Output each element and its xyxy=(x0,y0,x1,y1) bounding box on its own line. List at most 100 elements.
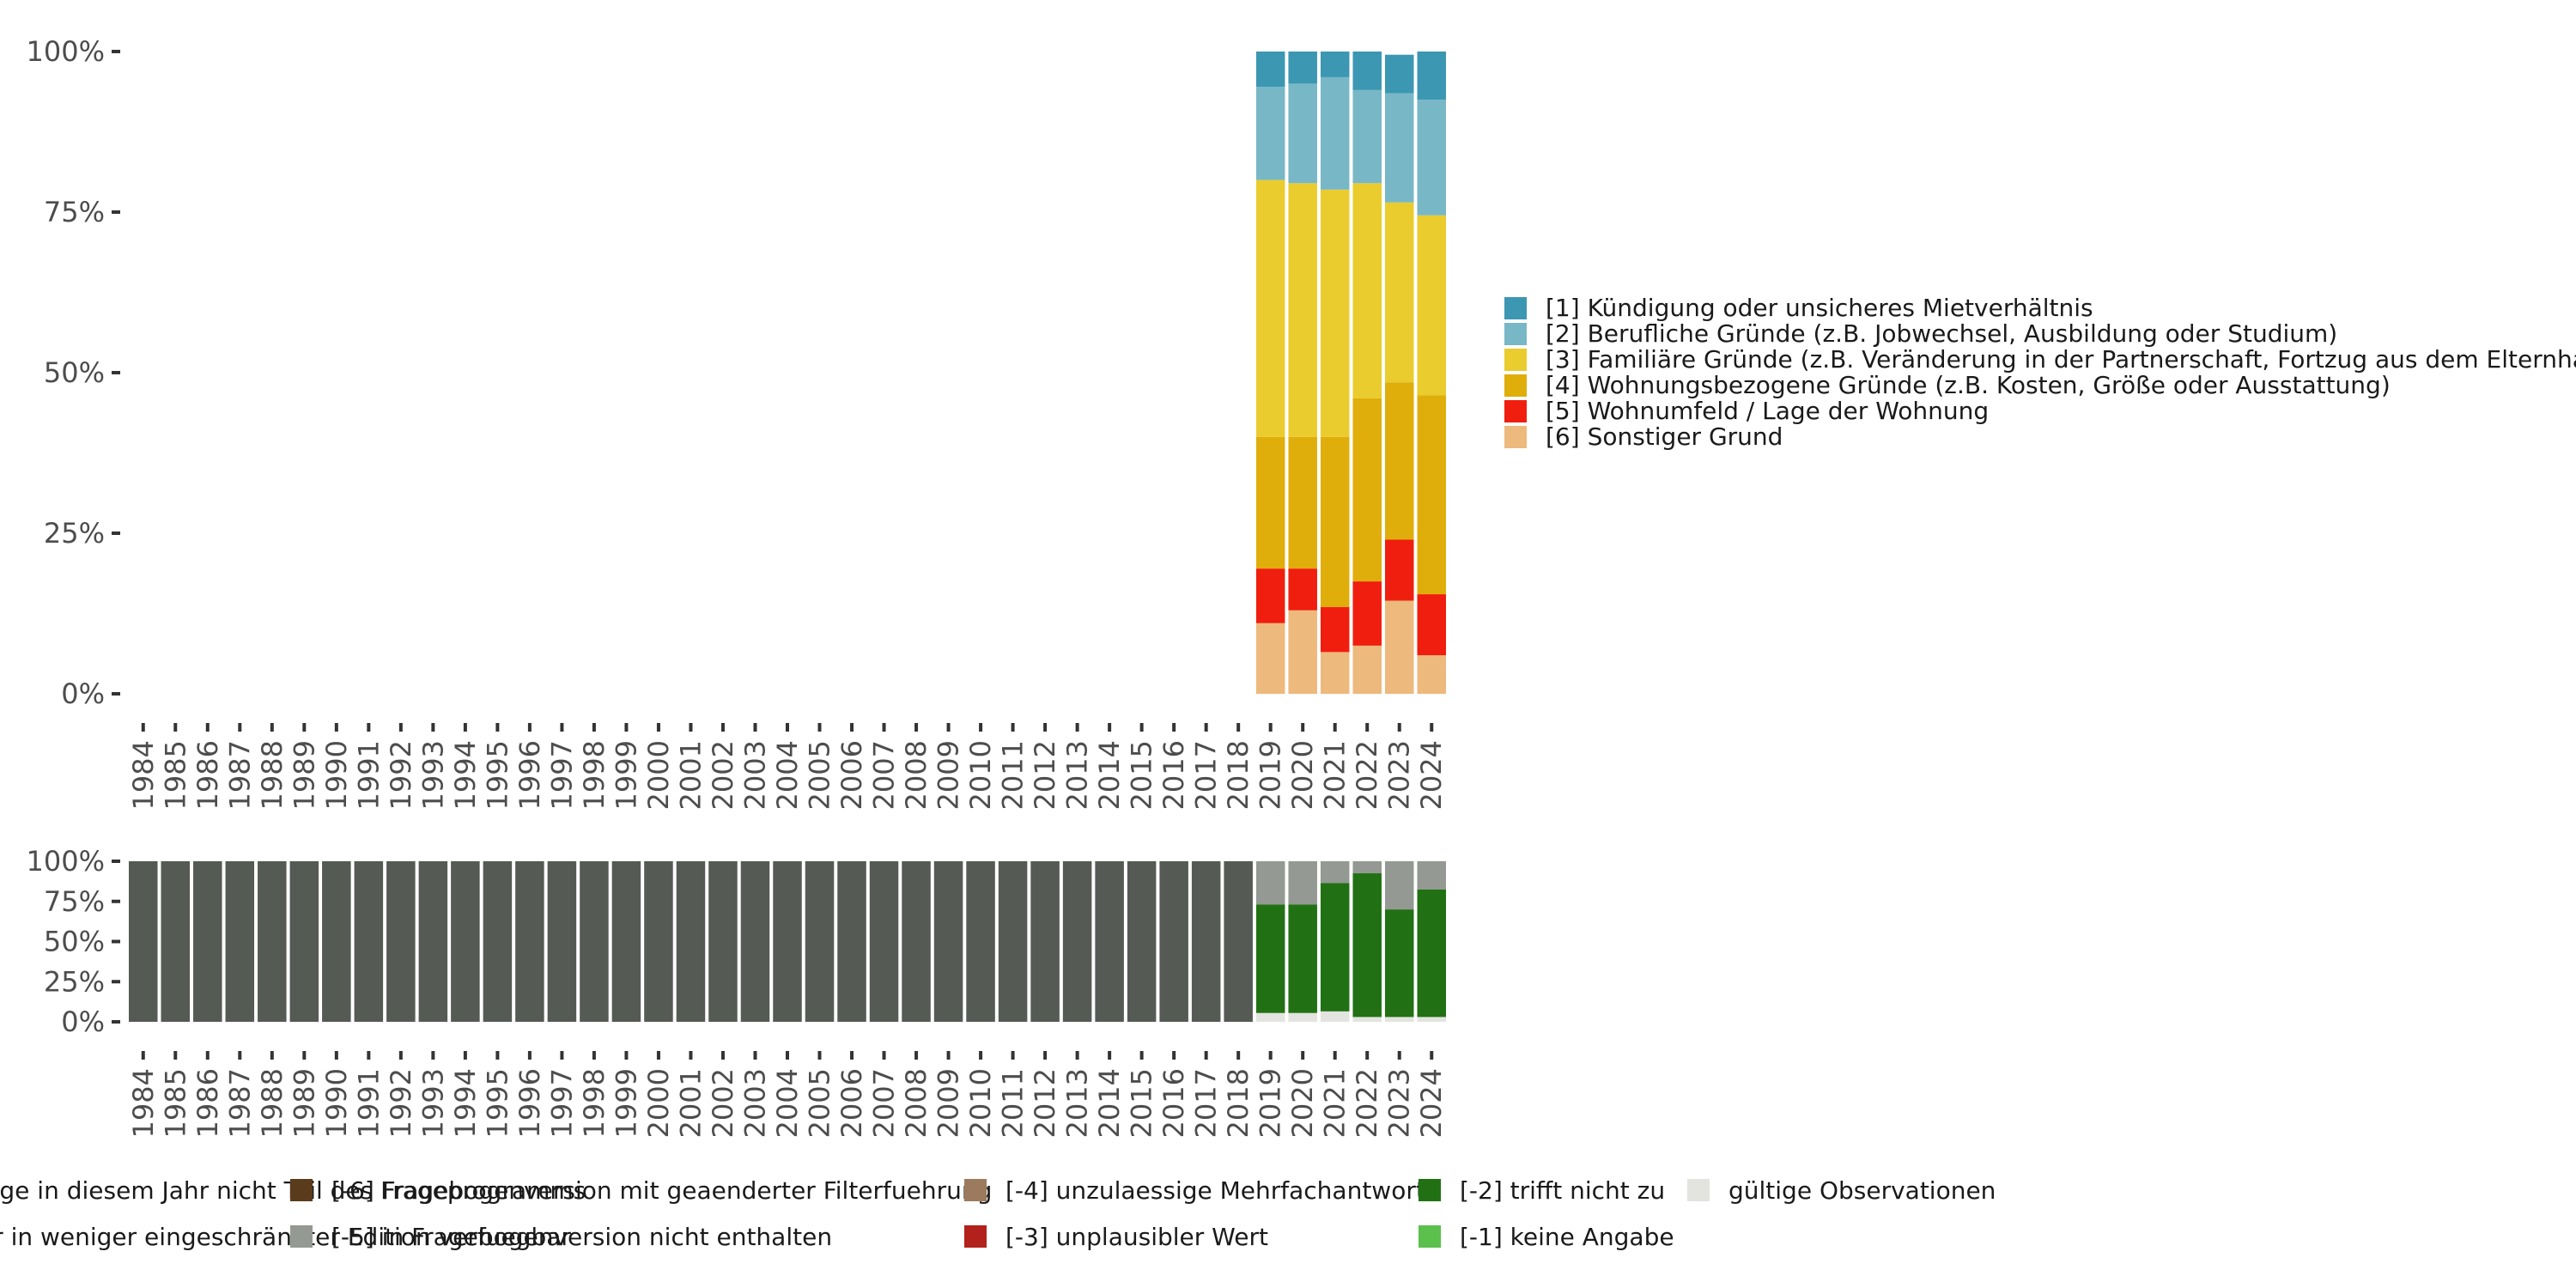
top-chart-x-tick-label: 2002 xyxy=(707,740,739,810)
top-chart-x-tick-label: 1997 xyxy=(545,740,578,810)
bottom-legend-swatch-8 xyxy=(964,1225,987,1248)
bottom-chart-bar-8-frage-in-diesem-jahr-nicht-teil-des-frageprogramms-2017 xyxy=(1191,861,1221,1022)
top-chart-x-tick-label: 1989 xyxy=(288,740,320,810)
top-chart-bar-6-sonstiger-grund-2019 xyxy=(1255,623,1285,694)
bottom-chart-bar-2-trifft-nicht-zu-2019 xyxy=(1255,904,1285,1013)
top-chart-bar-5-wohnumfeld-lage-der-wohnung-2024 xyxy=(1417,594,1446,656)
top-chart-bar-4-wohnungsbezogene-gr-nde-z-b-kosten-gr-e-oder-ausstattung-2020 xyxy=(1288,436,1317,569)
top-legend-swatch-2 xyxy=(1504,323,1527,345)
bottom-chart-bar-8-frage-in-diesem-jahr-nicht-teil-des-frageprogramms-1984 xyxy=(129,861,158,1022)
bottom-chart-panel: 0%25%50%75%100%1984 1985 1986 1987 1988 1989 1… xyxy=(27,845,1449,1138)
bottom-chart-x-tick-label: 2010 xyxy=(964,1068,997,1138)
bottom-chart-bar-g-ltige-observationen-2019 xyxy=(1255,1012,1285,1022)
bottom-chart-bar-8-frage-in-diesem-jahr-nicht-teil-des-frageprogramms-2016 xyxy=(1159,861,1188,1022)
top-chart-x-tick-label: 2019 xyxy=(1255,740,1287,810)
bottom-chart-x-tick-label: 1999 xyxy=(610,1068,642,1138)
top-chart-x-tick-label: 2024 xyxy=(1415,740,1448,810)
top-chart-panel: 0%25%50%75%100%1984 1985 1986 1987 1988 1989 1… xyxy=(27,35,1449,810)
bottom-chart-x-tick-label: 2003 xyxy=(738,1068,771,1138)
top-legend-swatch-3 xyxy=(1504,349,1527,371)
bottom-chart-bar-8-frage-in-diesem-jahr-nicht-teil-des-frageprogramms-1992 xyxy=(386,861,416,1022)
bottom-chart-bar-g-ltige-observationen-2024 xyxy=(1417,1017,1446,1022)
bottom-chart-legend: [-8] Frage in diesem Jahr nicht Teil des… xyxy=(0,1176,1996,1251)
top-chart-bar-6-sonstiger-grund-2021 xyxy=(1320,652,1350,694)
top-legend-swatch-5 xyxy=(1504,400,1527,422)
bottom-chart-x-tick-label: 1989 xyxy=(288,1068,320,1138)
top-chart-x-tick-label: 2001 xyxy=(674,740,707,810)
bottom-chart-x-tick-label: 2016 xyxy=(1157,1068,1190,1138)
bottom-chart-y-tick-label: 100% xyxy=(27,845,105,878)
bottom-chart-bar-8-frage-in-diesem-jahr-nicht-teil-des-frageprogramms-1988 xyxy=(258,861,287,1022)
top-chart-x-tick-label: 2014 xyxy=(1093,740,1126,810)
bottom-chart-x-tick-label: 2020 xyxy=(1286,1068,1319,1138)
top-chart-x-tick-label: 1992 xyxy=(385,740,417,810)
top-chart-bar-4-wohnungsbezogene-gr-nde-z-b-kosten-gr-e-oder-ausstattung-2021 xyxy=(1320,436,1350,608)
top-chart-x-tick-label: 1993 xyxy=(416,740,449,810)
bottom-chart-bar-5-in-fragebogenversion-nicht-enthalten-2020 xyxy=(1288,861,1317,905)
bottom-legend-swatch-5 xyxy=(1687,1179,1710,1201)
top-legend-label-4: [4] Wohnungsbezogene Gründe (z.B. Kosten… xyxy=(1546,371,2391,399)
top-legend-label-5: [5] Wohnumfeld / Lage der Wohnung xyxy=(1546,397,1989,425)
bottom-legend-label-2: [-6] Fragebogenversion mit geaenderter F… xyxy=(331,1176,992,1205)
top-chart-x-tick-label: 2005 xyxy=(804,740,836,810)
bottom-chart-x-tick-label: 1985 xyxy=(159,1068,191,1138)
bottom-chart-x-tick-label: 2001 xyxy=(674,1068,707,1138)
bottom-chart-x-tick-label: 2023 xyxy=(1383,1068,1416,1138)
bottom-chart-bar-8-frage-in-diesem-jahr-nicht-teil-des-frageprogramms-1997 xyxy=(547,861,577,1022)
top-chart-x-tick-label: 1999 xyxy=(610,740,642,810)
bottom-chart-x-tick-label: 2018 xyxy=(1222,1068,1255,1138)
top-chart-x-tick-label: 1988 xyxy=(256,740,289,810)
top-chart-y-tick-label: 75% xyxy=(44,196,105,228)
top-legend-label-2: [2] Berufliche Gründe (z.B. Jobwechsel, … xyxy=(1546,319,2337,348)
bottom-chart-bar-5-in-fragebogenversion-nicht-enthalten-2024 xyxy=(1417,861,1446,890)
bottom-chart-x-tick-label: 2024 xyxy=(1415,1068,1448,1138)
top-chart-x-tick-label: 2008 xyxy=(900,740,933,810)
top-chart-bar-5-wohnumfeld-lage-der-wohnung-2023 xyxy=(1384,539,1414,601)
bottom-chart-bar-2-trifft-nicht-zu-2022 xyxy=(1352,873,1382,1018)
bottom-legend-label-6: [-7] nur in weniger eingeschränkter Edit… xyxy=(0,1223,571,1251)
bottom-chart-x-tick-label: 1994 xyxy=(449,1068,482,1138)
top-chart-bar-5-wohnumfeld-lage-der-wohnung-2019 xyxy=(1255,568,1285,623)
bottom-chart-bar-2-trifft-nicht-zu-2023 xyxy=(1384,909,1414,1018)
top-chart-x-tick-label: 1984 xyxy=(127,740,160,810)
top-chart-bar-2-berufliche-gr-nde-z-b-jobwechsel-ausbildung-oder-studium-2021 xyxy=(1320,76,1350,190)
top-chart-x-tick-label: 2011 xyxy=(997,740,1030,810)
bottom-chart-bar-5-in-fragebogenversion-nicht-enthalten-2019 xyxy=(1255,861,1285,905)
bottom-chart-bar-8-frage-in-diesem-jahr-nicht-teil-des-frageprogramms-2007 xyxy=(869,861,899,1022)
bottom-chart-bar-8-frage-in-diesem-jahr-nicht-teil-des-frageprogramms-2013 xyxy=(1062,861,1092,1022)
bottom-chart-y-tick-label: 75% xyxy=(44,885,105,918)
bottom-chart-bar-5-in-fragebogenversion-nicht-enthalten-2023 xyxy=(1384,861,1414,910)
bottom-chart-x-tick-label: 2002 xyxy=(707,1068,739,1138)
top-chart-x-tick-label: 1998 xyxy=(578,740,611,810)
top-chart-y-tick-label: 50% xyxy=(44,356,105,389)
top-chart-x-tick-label: 2016 xyxy=(1157,740,1190,810)
top-chart-x-tick-label: 1995 xyxy=(481,740,513,810)
bottom-chart-bar-8-frage-in-diesem-jahr-nicht-teil-des-frageprogramms-2012 xyxy=(1030,861,1060,1022)
top-chart-x-tick-label: 2023 xyxy=(1383,740,1416,810)
bottom-chart-bar-g-ltige-observationen-2021 xyxy=(1320,1011,1350,1022)
bottom-chart-x-tick-label: 2006 xyxy=(835,1068,868,1138)
top-chart-bar-3-famili-re-gr-nde-z-b-ver-nderung-in-der-partnerschaft-fortzug-aus-dem-elternhaus-2019 xyxy=(1255,179,1285,437)
top-chart-x-tick-label: 2006 xyxy=(835,740,868,810)
bottom-legend-label-5: gültige Observationen xyxy=(1728,1176,1996,1205)
bottom-chart-bar-8-frage-in-diesem-jahr-nicht-teil-des-frageprogramms-2004 xyxy=(773,861,802,1022)
bottom-chart-bar-8-frage-in-diesem-jahr-nicht-teil-des-frageprogramms-2006 xyxy=(837,861,866,1022)
bottom-legend-label-4: [-2] trifft nicht zu xyxy=(1460,1176,1665,1205)
top-chart-bar-1-k-ndigung-oder-unsicheres-mietverh-ltnis-2019 xyxy=(1255,52,1285,88)
bottom-chart-bar-8-frage-in-diesem-jahr-nicht-teil-des-frageprogramms-1999 xyxy=(611,861,641,1022)
bottom-chart-x-tick-label: 2019 xyxy=(1255,1068,1287,1138)
bottom-chart-x-tick-label: 1986 xyxy=(191,1068,224,1138)
bottom-chart-x-tick-label: 2013 xyxy=(1061,1068,1094,1138)
top-legend-label-3: [3] Familiäre Gründe (z.B. Veränderung i… xyxy=(1546,345,2576,374)
bottom-chart-x-tick-label: 1997 xyxy=(545,1068,578,1138)
top-chart-x-tick-label: 2003 xyxy=(738,740,771,810)
bottom-chart-bar-2-trifft-nicht-zu-2020 xyxy=(1288,904,1317,1013)
bottom-chart-bar-g-ltige-observationen-2022 xyxy=(1352,1017,1382,1022)
bottom-chart-x-tick-label: 2011 xyxy=(997,1068,1030,1138)
bottom-chart-bar-8-frage-in-diesem-jahr-nicht-teil-des-frageprogramms-1989 xyxy=(289,861,319,1022)
bottom-chart-bar-2-trifft-nicht-zu-2024 xyxy=(1417,889,1446,1018)
bottom-chart-bar-5-in-fragebogenversion-nicht-enthalten-2021 xyxy=(1320,861,1350,884)
bottom-legend-label-9: [-1] keine Angabe xyxy=(1460,1223,1674,1251)
top-chart-x-tick-label: 2013 xyxy=(1061,740,1094,810)
